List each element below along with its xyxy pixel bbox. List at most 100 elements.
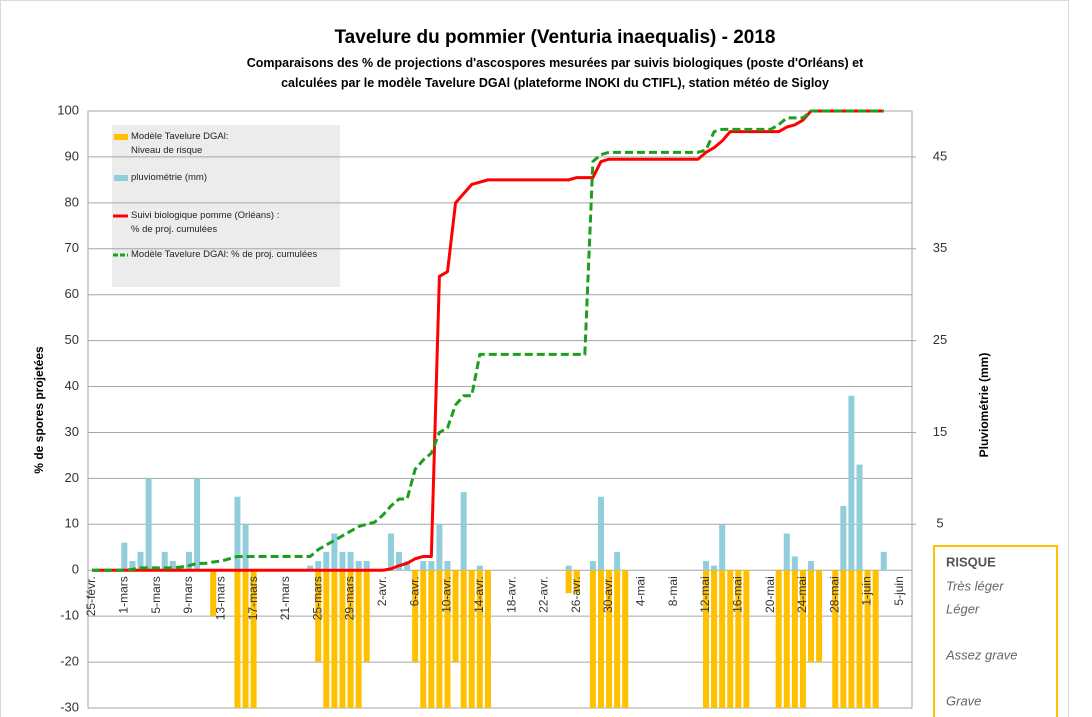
bar [735, 570, 742, 708]
bar [347, 570, 354, 708]
bar [703, 561, 709, 571]
bar [565, 565, 572, 571]
bar [331, 533, 338, 571]
bar [363, 570, 370, 663]
bar [210, 570, 217, 617]
bar [711, 570, 718, 708]
x-tick-label: 6-avr. [407, 576, 421, 606]
x-tick-label: 25-mars [310, 576, 324, 620]
bar [832, 570, 839, 708]
x-tick-label: 26-avr. [569, 576, 583, 613]
legend-label: Suivi biologique pomme (Orléans) : % de … [131, 210, 280, 235]
bar [597, 570, 604, 708]
bar [339, 551, 346, 571]
bar [775, 570, 782, 708]
x-tick-label: 24-mai [795, 576, 809, 613]
bar [234, 570, 241, 708]
chart-subtitle: Comparaisons des % de projections d'asco… [246, 56, 864, 90]
y-tick-label: -20 [60, 654, 79, 669]
bar [816, 570, 823, 663]
bar [412, 570, 419, 663]
x-tick-label: 28-mai [827, 576, 841, 613]
x-tick-label: 13-mars [213, 576, 227, 620]
bar [460, 570, 467, 708]
bar [743, 570, 750, 708]
bar [622, 570, 629, 708]
y-axis-title: % de spores projetées [32, 346, 46, 474]
bar [444, 561, 451, 571]
bar [848, 395, 855, 571]
bar [872, 570, 879, 708]
chart-title: Tavelure du pommier (Venturia inaequalis… [334, 27, 776, 48]
y-tick-label: 50 [65, 332, 79, 347]
bar [363, 561, 370, 571]
legend-swatch [114, 134, 128, 140]
bar [484, 570, 491, 708]
bar [791, 556, 798, 571]
bar [315, 561, 322, 571]
x-tick-label: 22-avr. [537, 576, 551, 613]
bar [783, 570, 790, 708]
bar [719, 570, 726, 708]
risk-level-label: Grave [946, 693, 981, 708]
risk-legend-title: RISQUE [946, 554, 996, 569]
x-tick-label: 10-avr. [440, 576, 454, 613]
y2-tick-label: 5 [936, 516, 943, 531]
bar [711, 565, 718, 571]
bar [840, 505, 847, 571]
x-tick-label: 9-mars [181, 576, 195, 613]
bar [355, 561, 362, 571]
bar [864, 570, 871, 708]
bar [428, 570, 435, 708]
y-tick-label: 60 [65, 286, 79, 301]
bar [161, 551, 168, 571]
chart-frame [0, 0, 1069, 717]
risk-legend-box [933, 545, 1058, 717]
bar [355, 570, 362, 708]
bar [250, 570, 257, 708]
bar [129, 561, 136, 571]
x-tick-label: 1-mars [117, 576, 131, 613]
bar [347, 551, 354, 571]
bar [614, 551, 621, 571]
bar [169, 561, 176, 571]
x-tick-label: 8-mai [666, 576, 680, 606]
bar [856, 464, 863, 571]
bar [420, 570, 427, 708]
y2-tick-label: 25 [933, 332, 947, 347]
bar [331, 570, 338, 708]
bar [848, 570, 855, 708]
bar [242, 524, 249, 571]
risk-level-label: Assez grave [945, 648, 1018, 663]
bar [703, 570, 709, 708]
y-tick-label: -30 [60, 699, 79, 714]
bar [783, 533, 790, 571]
bar [573, 570, 580, 594]
bar [719, 524, 726, 571]
y-tick-label: 40 [65, 378, 79, 393]
plot-border [87, 110, 913, 709]
bar [396, 551, 403, 571]
bar [145, 478, 152, 571]
bar [476, 570, 483, 708]
x-tick-label: 12-mai [698, 576, 712, 613]
bar [476, 565, 483, 571]
bar [565, 570, 572, 594]
x-tick-label: 5-mars [149, 576, 163, 613]
x-tick-label: 30-avr. [601, 576, 615, 613]
bar [808, 561, 815, 571]
x-tick-label: 4-mai [634, 576, 648, 606]
y-tick-label: 80 [65, 194, 79, 209]
bar [194, 478, 201, 571]
x-tick-label: 14-avr. [472, 576, 486, 613]
bar [315, 570, 322, 663]
y-tick-label: 90 [65, 148, 79, 163]
bar [799, 570, 806, 708]
line-series [92, 109, 884, 572]
x-tick-label: 2-avr. [375, 576, 389, 606]
legend-label: pluviométrie (mm) [131, 172, 208, 183]
bar [428, 561, 435, 571]
bar [436, 524, 443, 571]
bar [242, 570, 249, 708]
